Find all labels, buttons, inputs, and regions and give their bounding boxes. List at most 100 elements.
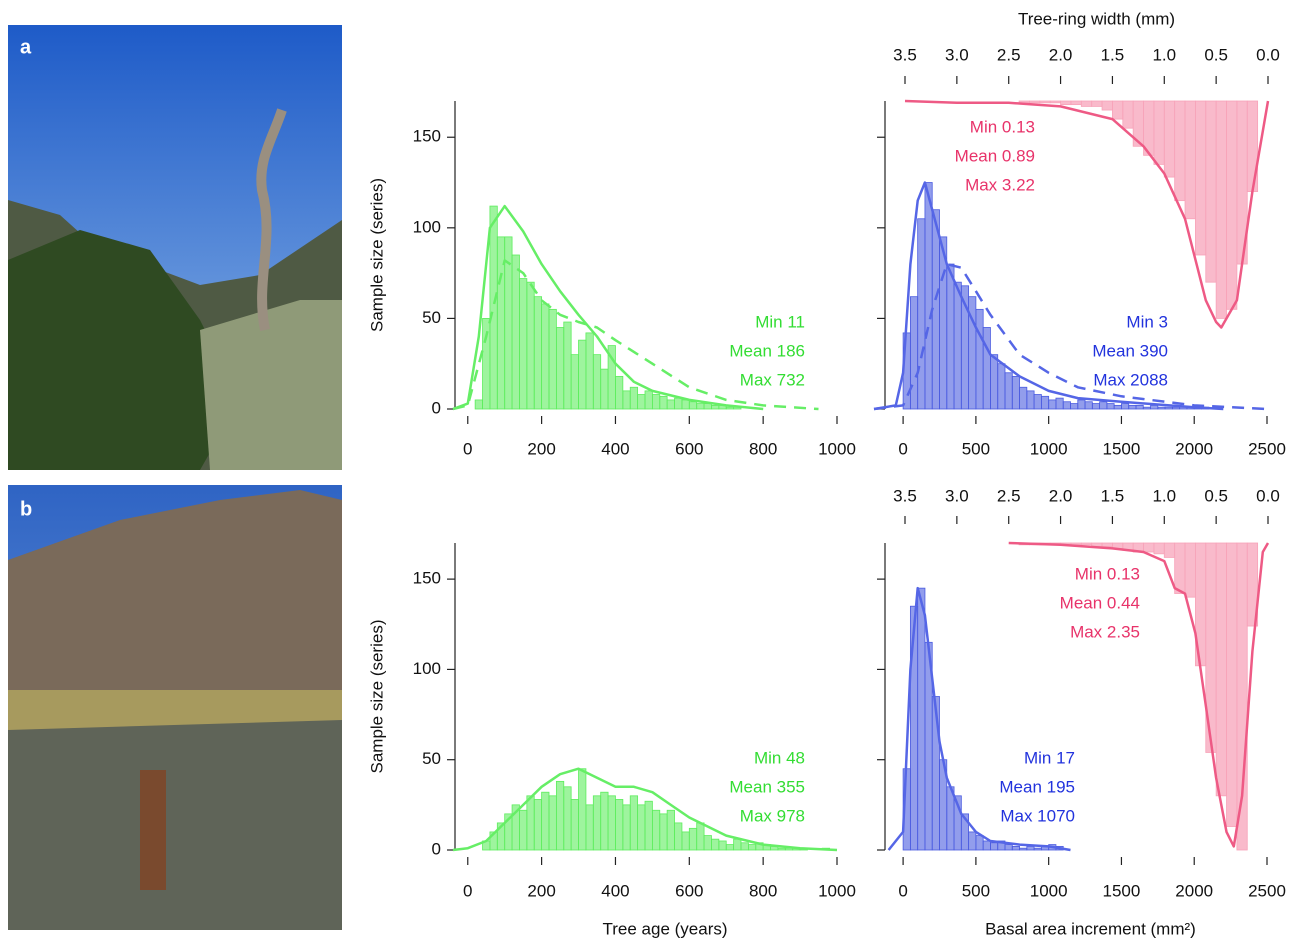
bar xyxy=(1154,543,1164,554)
bar xyxy=(976,836,983,850)
bar xyxy=(682,400,689,409)
bar xyxy=(512,255,519,409)
bar xyxy=(630,796,637,850)
bar xyxy=(998,364,1005,409)
bar xyxy=(490,206,497,409)
bar xyxy=(1061,101,1071,105)
x-tick-label: 500 xyxy=(962,439,990,458)
bar xyxy=(1175,101,1185,201)
bar xyxy=(630,387,637,409)
bar xyxy=(1081,101,1091,106)
y-tick-label: 100 xyxy=(413,659,441,678)
bar xyxy=(667,400,674,409)
bar xyxy=(615,799,622,850)
bar xyxy=(1092,404,1099,409)
bar xyxy=(947,264,954,409)
bar xyxy=(1216,101,1226,318)
bar xyxy=(1071,101,1081,105)
bar xyxy=(652,395,659,409)
bar xyxy=(1100,402,1107,409)
bar xyxy=(556,781,563,850)
x-tick-label: 1000 xyxy=(1030,439,1068,458)
x2-tick-label: 3.5 xyxy=(893,486,917,505)
x-tick-label: 600 xyxy=(675,439,703,458)
x-tick-label: 0 xyxy=(898,439,907,458)
bar xyxy=(918,219,925,409)
bar xyxy=(571,355,578,409)
bar xyxy=(579,769,586,850)
bar xyxy=(667,810,674,850)
bar xyxy=(711,405,718,409)
bar xyxy=(1185,101,1195,219)
annotation: Max 732 xyxy=(740,370,805,389)
bar xyxy=(571,799,578,850)
bar xyxy=(675,823,682,850)
annotation: Min 0.13 xyxy=(1075,564,1140,583)
bar xyxy=(527,282,534,409)
bar xyxy=(954,282,961,409)
bar xyxy=(1144,543,1154,552)
bar xyxy=(608,796,615,850)
x2-tick-label: 1.5 xyxy=(1101,45,1125,64)
panel-label: b xyxy=(20,498,32,520)
annotation: Mean 0.44 xyxy=(1060,593,1140,612)
x2-tick-label: 0.5 xyxy=(1204,45,1228,64)
x-tick-label: 2000 xyxy=(1175,439,1213,458)
annotation: Mean 355 xyxy=(729,777,805,796)
annotation: Mean 0.89 xyxy=(955,146,1035,165)
bar xyxy=(1175,543,1185,594)
y-tick-label: 0 xyxy=(432,839,441,858)
bar xyxy=(660,396,667,409)
bar xyxy=(1027,391,1034,409)
bar xyxy=(601,792,608,850)
figure: a b 050100150Sample size (series)0200400… xyxy=(0,0,1304,944)
y-axis-title: Sample size (series) xyxy=(367,178,386,332)
bar xyxy=(1195,101,1205,255)
annotation: Max 978 xyxy=(740,806,805,825)
bar xyxy=(1172,407,1179,409)
bar xyxy=(645,801,652,850)
bar xyxy=(1040,101,1050,103)
bar xyxy=(1154,101,1164,164)
x-tick-label: 0 xyxy=(463,881,472,900)
bar xyxy=(682,832,689,850)
bar xyxy=(719,841,726,850)
y-tick-label: 0 xyxy=(432,398,441,417)
bar xyxy=(748,845,755,850)
x-tick-label: 1000 xyxy=(818,439,856,458)
x-tick-label: 200 xyxy=(527,881,555,900)
bar xyxy=(1136,405,1143,409)
bar xyxy=(1081,543,1091,545)
panel-label: a xyxy=(20,36,32,58)
bar xyxy=(1085,402,1092,409)
bar xyxy=(983,841,990,850)
x2-tick-label: 1.0 xyxy=(1152,486,1176,505)
annotation: Min 0.13 xyxy=(970,117,1035,136)
bar xyxy=(615,376,622,409)
bar xyxy=(623,805,630,850)
bar xyxy=(726,845,733,850)
bar xyxy=(711,839,718,850)
bar xyxy=(1102,543,1112,547)
bar xyxy=(1185,543,1195,597)
bar xyxy=(601,369,608,409)
chart: 050100150Sample size (series)02004006008… xyxy=(367,543,855,938)
bar xyxy=(976,309,983,409)
bar xyxy=(689,402,696,409)
bar xyxy=(1123,101,1133,128)
x-tick-label: 1000 xyxy=(1030,881,1068,900)
bar xyxy=(1107,404,1114,409)
bar xyxy=(1078,400,1085,409)
x-tick-label: 2000 xyxy=(1175,881,1213,900)
annotation: Max 2088 xyxy=(1093,370,1168,389)
y-axis-title: Sample size (series) xyxy=(367,620,386,774)
bar xyxy=(1012,846,1019,850)
bar xyxy=(1049,400,1056,409)
bar xyxy=(1114,405,1121,409)
annotation: Mean 390 xyxy=(1092,341,1168,360)
bar xyxy=(1237,543,1247,850)
bar xyxy=(778,848,785,850)
y-tick-label: 50 xyxy=(422,308,441,327)
